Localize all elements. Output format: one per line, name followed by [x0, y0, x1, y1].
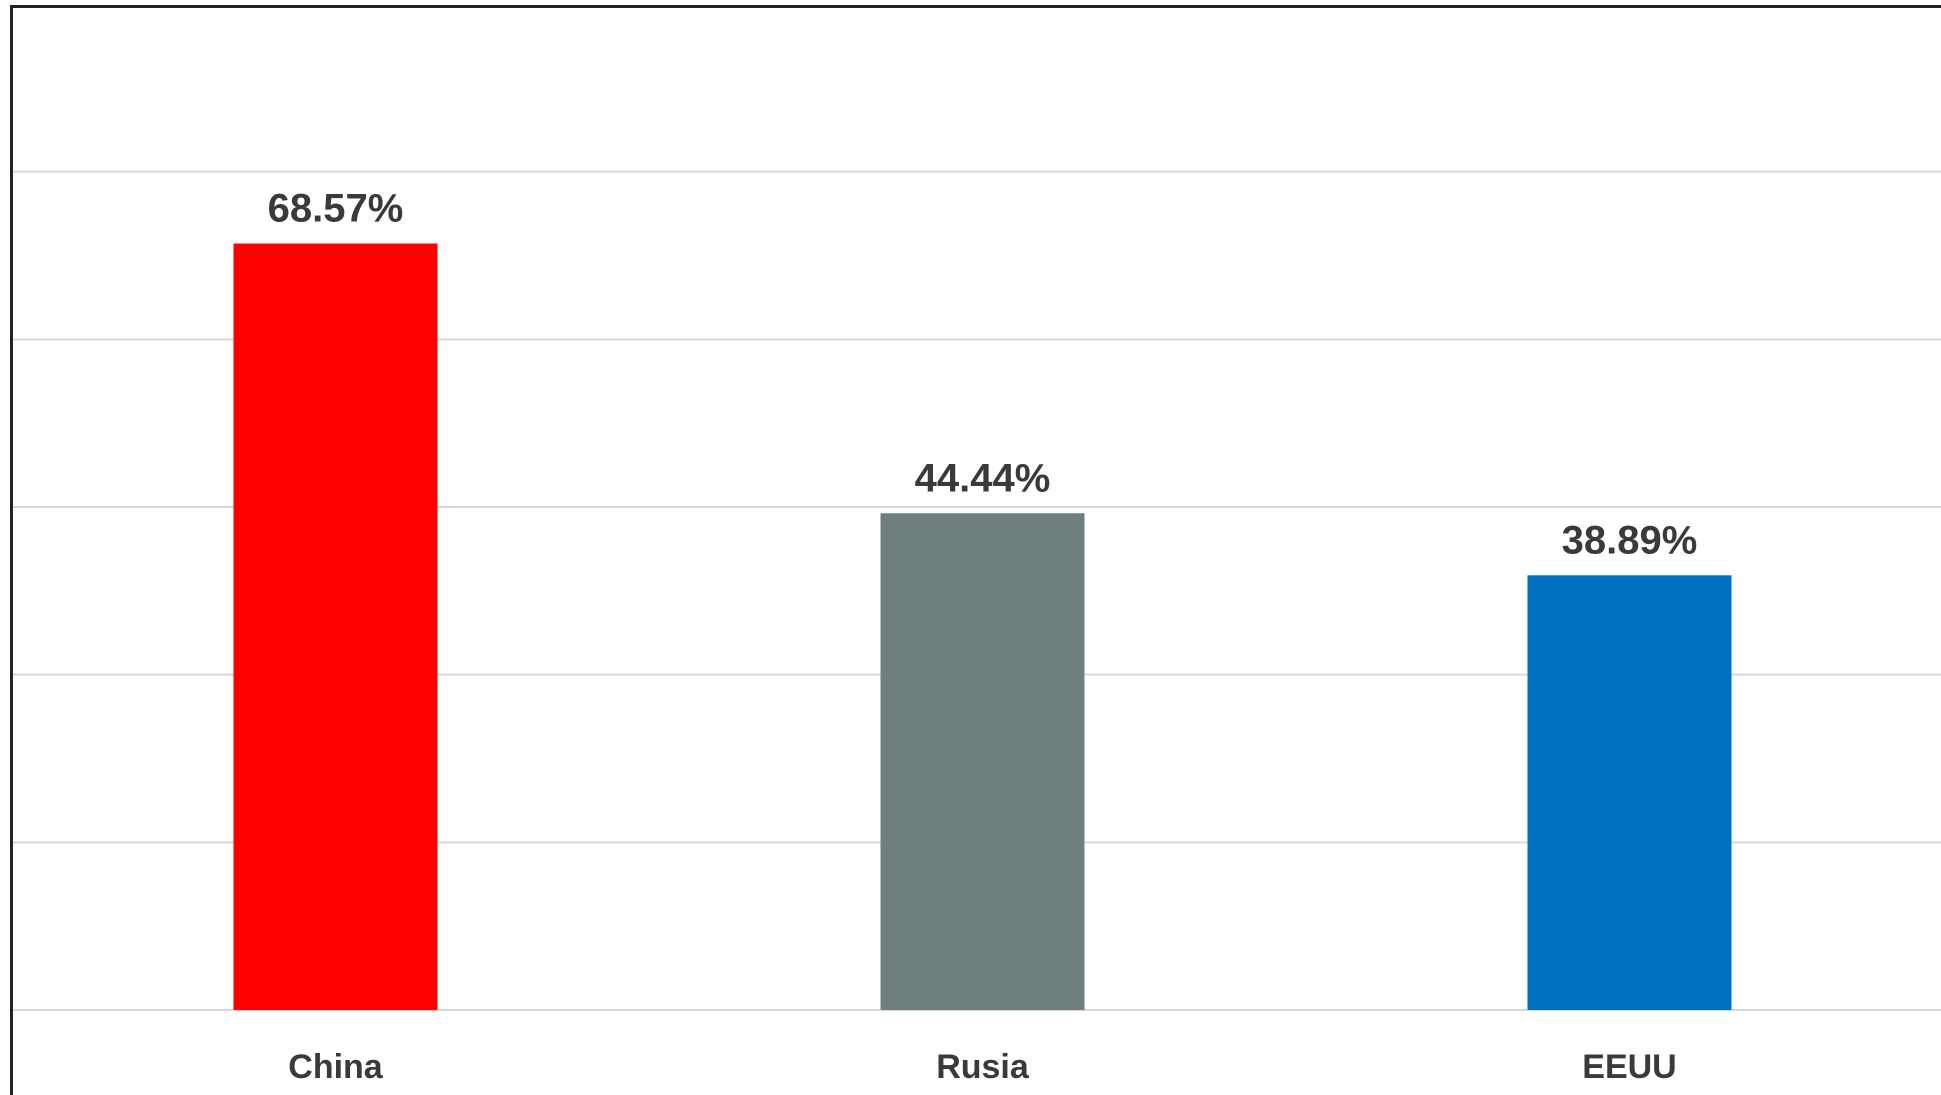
category-label-china: China	[288, 1048, 384, 1086]
bar-rusia	[880, 513, 1085, 1010]
bar-china	[233, 243, 438, 1010]
data-label-eeuu: 38.89%	[1562, 518, 1698, 562]
labels-layer: 68.57% China 44.44% Rusia 38.89% EEUU	[268, 187, 1698, 1086]
data-label-china: 68.57%	[268, 187, 404, 231]
bars-layer	[233, 243, 1732, 1010]
category-label-rusia: Rusia	[936, 1048, 1030, 1086]
data-label-rusia: 44.44%	[915, 456, 1051, 500]
bar-eeuu	[1527, 575, 1732, 1010]
category-label-eeuu: EEUU	[1582, 1048, 1676, 1086]
